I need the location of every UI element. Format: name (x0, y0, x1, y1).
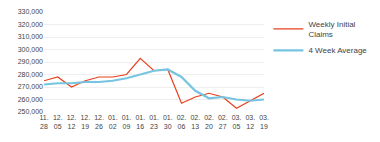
svg-text:300,000: 300,000 (18, 46, 43, 53)
svg-text:330,000: 330,000 (18, 8, 43, 15)
svg-text:01.30: 01.30 (163, 114, 173, 130)
svg-text:310,000: 310,000 (18, 33, 43, 40)
svg-text:01.02: 01.02 (108, 114, 118, 130)
svg-text:12.26: 12.26 (94, 114, 104, 130)
svg-text:01.09: 01.09 (122, 114, 132, 130)
svg-text:290,000: 290,000 (18, 58, 43, 65)
svg-text:4 Week Average: 4 Week Average (308, 46, 367, 55)
svg-text:260,000: 260,000 (18, 96, 43, 103)
svg-text:02.20: 02.20 (204, 114, 214, 130)
svg-text:280,000: 280,000 (18, 71, 43, 78)
svg-text:11.28: 11.28 (39, 114, 48, 130)
svg-text:03.19: 03.19 (259, 114, 269, 130)
svg-text:02.06: 02.06 (177, 114, 187, 130)
svg-text:01.23: 01.23 (149, 114, 159, 130)
svg-text:12.19: 12.19 (80, 114, 90, 130)
svg-text:02.13: 02.13 (190, 114, 200, 130)
svg-text:03.12: 03.12 (245, 114, 255, 130)
svg-text:02.27: 02.27 (218, 114, 228, 130)
svg-text:01.16: 01.16 (135, 114, 145, 130)
svg-text:250,000: 250,000 (18, 108, 43, 115)
svg-text:Weekly InitialClaims: Weekly InitialClaims (308, 20, 355, 39)
svg-text:03.05: 03.05 (232, 114, 242, 130)
svg-text:12.05: 12.05 (53, 114, 63, 130)
svg-text:320,000: 320,000 (18, 21, 43, 28)
svg-text:270,000: 270,000 (18, 83, 43, 90)
svg-text:12.12: 12.12 (67, 114, 77, 130)
